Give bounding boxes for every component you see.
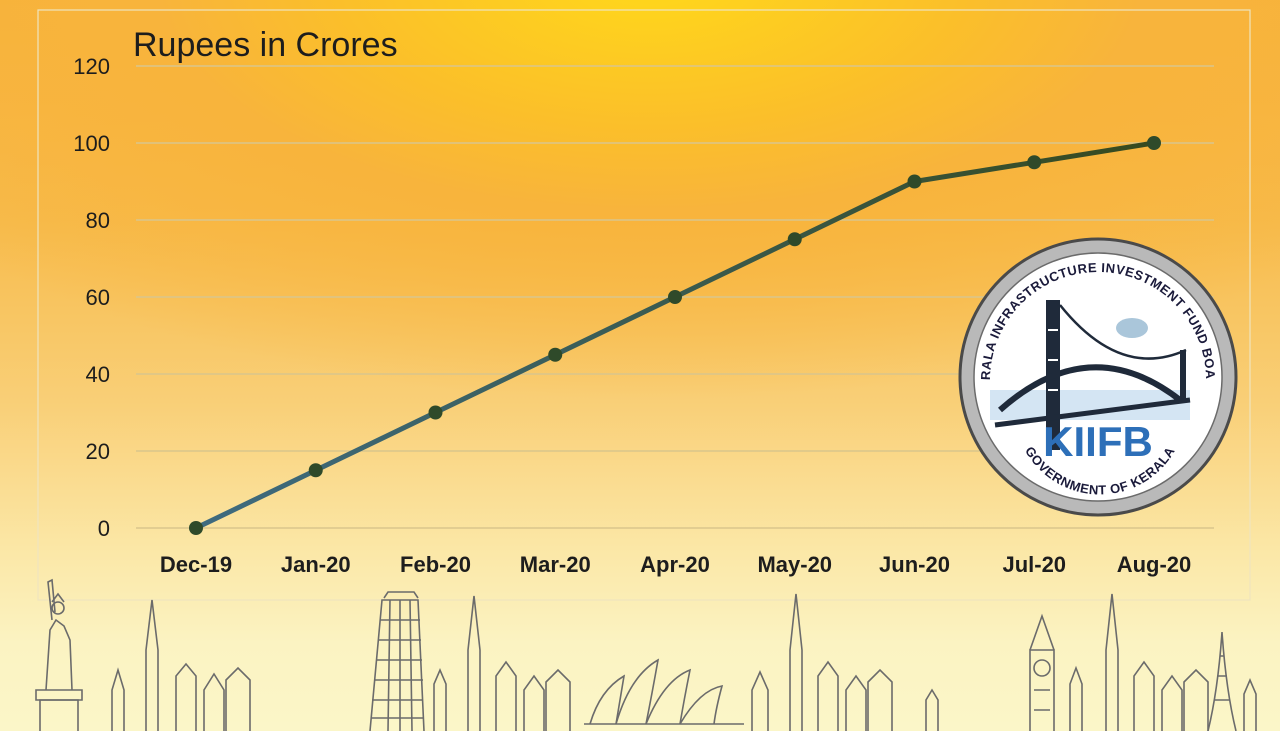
data-point — [907, 174, 922, 189]
data-point — [668, 290, 682, 304]
y-tick-label: 40 — [86, 362, 110, 387]
data-point — [787, 232, 802, 247]
landmarks-skyline-icon — [35, 578, 1257, 731]
chart-title: Rupees in Crores — [133, 26, 398, 64]
y-tick-label: 20 — [86, 439, 110, 464]
data-point — [189, 521, 203, 535]
y-tick-label: 100 — [73, 131, 110, 156]
data-point — [548, 347, 563, 362]
data-point — [308, 463, 323, 478]
x-tick-label: Apr-20 — [640, 552, 710, 577]
kiifb-seal: KERALA INFRASTRUCTURE INVESTMENT FUND BO… — [0, 0, 1238, 517]
x-tick-label: May-20 — [757, 552, 832, 577]
series-markers — [189, 136, 1161, 535]
data-point — [428, 405, 443, 420]
y-tick-label: 120 — [73, 54, 110, 79]
seal-wordmark: KIIFB — [1043, 418, 1153, 465]
x-tick-label: Feb-20 — [400, 552, 471, 577]
x-tick-label: Jan-20 — [281, 552, 351, 577]
x-tick-label: Jun-20 — [879, 552, 950, 577]
x-tick-label: Aug-20 — [1117, 552, 1192, 577]
y-tick-label: 60 — [86, 285, 110, 310]
data-point — [1027, 155, 1042, 170]
x-tick-label: Jul-20 — [1002, 552, 1066, 577]
data-point — [1147, 136, 1161, 150]
y-tick-label: 0 — [98, 516, 110, 541]
x-tick-label: Dec-19 — [160, 552, 232, 577]
chart-frame — [37, 9, 1251, 601]
x-axis-tick-labels: Dec-19 Jan-20 Feb-20 Mar-20 Apr-20 May-20 Jun-… — [160, 552, 1191, 577]
bridge-icon — [990, 300, 1191, 450]
x-tick-label: Mar-20 — [520, 552, 591, 577]
y-axis-tick-labels: 0 20 40 60 80 100 120 — [73, 54, 110, 541]
y-tick-label: 80 — [86, 208, 110, 233]
